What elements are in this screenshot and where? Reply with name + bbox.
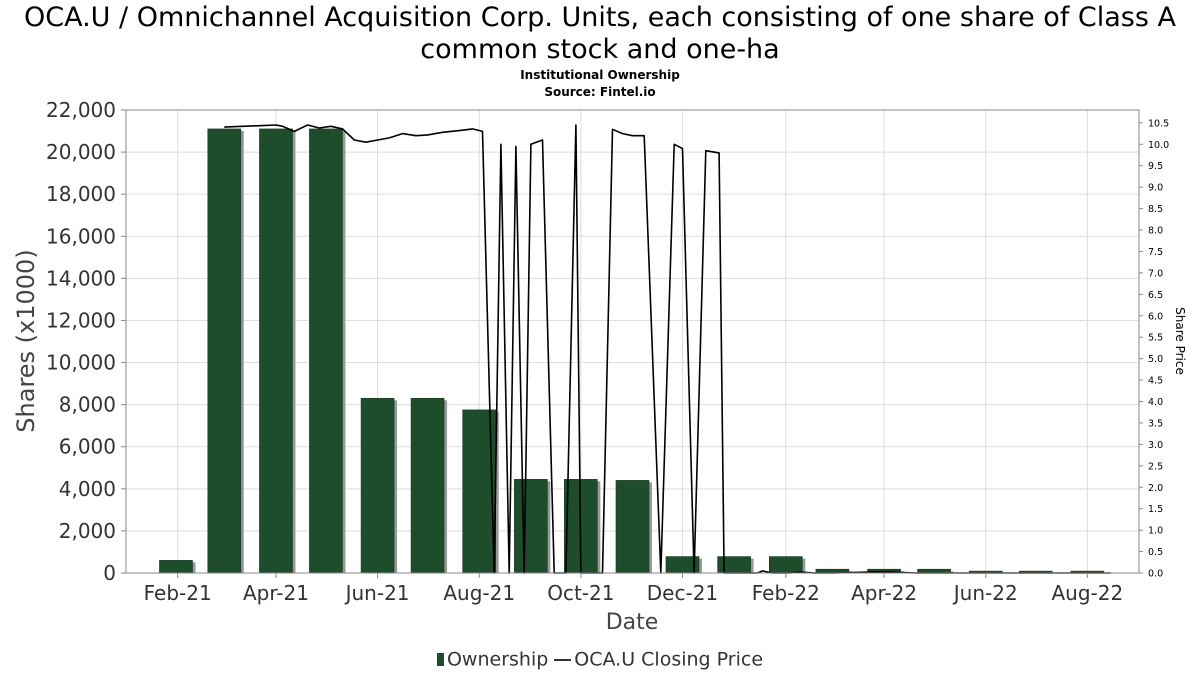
ownership-bar bbox=[615, 480, 650, 574]
x-tick-label: Apr-21 bbox=[243, 581, 309, 605]
y2-tick-label: 5.5 bbox=[1148, 333, 1163, 344]
y-tick-label: 10,000 bbox=[46, 351, 116, 375]
legend-price-label: OCA.U Closing Price bbox=[574, 648, 764, 671]
y2-tick-label: 6.5 bbox=[1148, 290, 1163, 301]
y2-tick-label: 5.0 bbox=[1148, 354, 1163, 365]
x-tick-label: Dec-21 bbox=[647, 581, 718, 605]
y2-tick-label: 6.0 bbox=[1148, 311, 1163, 322]
y2-tick-label: 4.5 bbox=[1148, 376, 1163, 387]
ownership-bar bbox=[207, 128, 242, 574]
plot-frame bbox=[125, 109, 1140, 574]
legend: Ownership OCA.U Closing Price bbox=[0, 648, 1200, 671]
y-tick-label: 8,000 bbox=[59, 393, 116, 417]
y2-axis-label: Share Price bbox=[1173, 307, 1187, 375]
x-tick-label: Feb-21 bbox=[144, 581, 212, 605]
y-tick-label: 18,000 bbox=[46, 182, 116, 206]
ownership-bar bbox=[410, 398, 445, 574]
x-tick-label: Feb-22 bbox=[752, 581, 820, 605]
x-tick-label: Jun-21 bbox=[344, 581, 410, 605]
y2-tick-label: 9.5 bbox=[1148, 161, 1163, 172]
y2-tick-label: 4.0 bbox=[1148, 397, 1163, 408]
y-tick-label: 6,000 bbox=[59, 435, 116, 459]
y2-tick-label: 10.0 bbox=[1148, 140, 1169, 151]
left-axis-ticks: 0 2,000 4,000 6,000 8,000 10,000 12,000 14,000 1… bbox=[46, 98, 126, 585]
y-tick-label: 16,000 bbox=[46, 224, 116, 248]
chart-title: OCA.U / Omnichannel Acquisition Corp. Un… bbox=[23, 2, 1176, 65]
x-tick-label: Jun-22 bbox=[952, 581, 1018, 605]
y-tick-label: 0 bbox=[103, 561, 116, 585]
ownership-bar bbox=[159, 560, 193, 574]
y2-tick-label: 2.5 bbox=[1148, 461, 1163, 472]
x-axis-ticks: Feb-21 Apr-21 Jun-21 Aug-21 Oct-21 Dec-21 Feb-… bbox=[144, 573, 1123, 605]
ownership-bar bbox=[717, 556, 751, 574]
ownership-bar bbox=[768, 556, 803, 574]
legend-price-swatch bbox=[554, 658, 572, 661]
ownership-bars bbox=[159, 128, 1105, 574]
price-line bbox=[224, 124, 1111, 574]
y2-tick-label: 1.0 bbox=[1148, 526, 1163, 537]
x-tick-label: Oct-21 bbox=[547, 581, 614, 605]
y2-tick-label: 7.5 bbox=[1148, 247, 1163, 258]
y-tick-label: 14,000 bbox=[46, 266, 116, 290]
x-tick-label: Apr-22 bbox=[851, 581, 917, 605]
y-tick-label: 12,000 bbox=[46, 308, 116, 332]
x-tick-label: Aug-21 bbox=[443, 581, 515, 605]
y2-tick-label: 0.0 bbox=[1148, 569, 1163, 580]
y-axis-label: Shares (x1000) bbox=[12, 249, 40, 432]
y2-tick-label: 2.0 bbox=[1148, 483, 1163, 494]
ownership-bar bbox=[259, 128, 293, 574]
right-axis-ticks: 0.0 0.5 1.0 1.5 2.0 2.5 3.0 3.5 4.0 4.5 5.0 5.5 6.0 6… bbox=[1139, 118, 1169, 580]
y2-tick-label: 9.0 bbox=[1148, 183, 1163, 194]
price-line-layer bbox=[224, 124, 1111, 574]
ownership-bar bbox=[514, 479, 548, 574]
y-tick-label: 22,000 bbox=[46, 98, 116, 122]
y-tick-label: 4,000 bbox=[59, 477, 116, 501]
y2-tick-label: 10.5 bbox=[1148, 118, 1169, 129]
chart-source: Source: Fintel.io bbox=[544, 85, 656, 99]
x-tick-label: Aug-22 bbox=[1051, 581, 1123, 605]
y2-tick-label: 3.0 bbox=[1148, 440, 1163, 451]
y2-tick-label: 0.5 bbox=[1148, 547, 1163, 558]
y-tick-label: 2,000 bbox=[59, 519, 116, 543]
ownership-bar bbox=[360, 398, 395, 574]
y2-tick-label: 8.0 bbox=[1148, 226, 1163, 237]
y2-tick-label: 7.0 bbox=[1148, 268, 1163, 279]
legend-ownership-label: Ownership bbox=[446, 648, 549, 671]
y2-tick-label: 3.5 bbox=[1148, 418, 1163, 429]
x-axis-label: Date bbox=[606, 610, 659, 635]
y-tick-label: 20,000 bbox=[46, 140, 116, 164]
chart-subtitle: Institutional Ownership bbox=[520, 68, 680, 82]
y2-tick-label: 1.5 bbox=[1148, 504, 1163, 515]
legend-ownership-swatch bbox=[436, 653, 444, 666]
ownership-bar bbox=[309, 128, 343, 574]
y2-tick-label: 8.5 bbox=[1148, 204, 1163, 215]
